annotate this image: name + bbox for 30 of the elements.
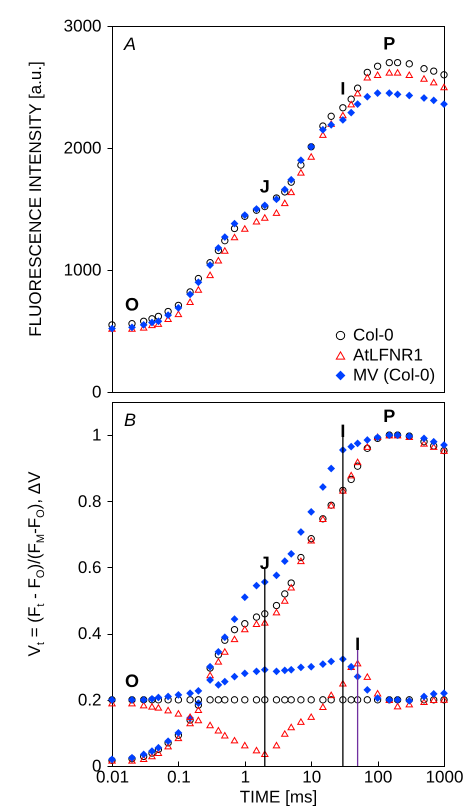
annotation: I — [355, 634, 360, 654]
y-tick-label: 0 — [92, 382, 102, 402]
annotation: P — [383, 406, 396, 426]
y-tick-label: 1 — [92, 426, 102, 445]
x-tick-label: 100 — [364, 768, 392, 786]
y-tick-label: 0.4 — [78, 624, 102, 644]
x-tick-label: 10 — [302, 768, 322, 786]
y-tick-label: 0.2 — [78, 690, 102, 710]
annotation: O — [124, 294, 139, 315]
annotation: O — [124, 670, 139, 691]
x-tick-label: 0.1 — [167, 768, 191, 786]
annotation: A — [123, 34, 136, 54]
y-tick-label: 1000 — [64, 260, 102, 280]
legend-label: AtLFNR1 — [353, 346, 423, 364]
annotation: I — [340, 78, 346, 99]
x-tick-label: 1 — [240, 768, 250, 786]
y-axis-title: FLUORESCENCE INTENSITY [a.u.] — [26, 61, 46, 337]
annotation: J — [260, 553, 270, 574]
legend-label: Col-0 — [353, 326, 394, 344]
y-tick-label: 2000 — [64, 138, 102, 158]
y-tick-label: 0.8 — [78, 492, 102, 511]
annotation: I — [340, 420, 346, 441]
annotation: J — [260, 176, 270, 196]
y-tick-label: 3000 — [64, 16, 102, 36]
x-axis-title: TIME [ms] — [240, 788, 318, 806]
x-tick-label: 1000 — [426, 768, 464, 786]
y-tick-label: 0.6 — [78, 558, 102, 577]
legend-label: MV (Col-0) — [353, 366, 436, 384]
annotation: P — [383, 34, 396, 54]
annotation: B — [124, 410, 136, 430]
